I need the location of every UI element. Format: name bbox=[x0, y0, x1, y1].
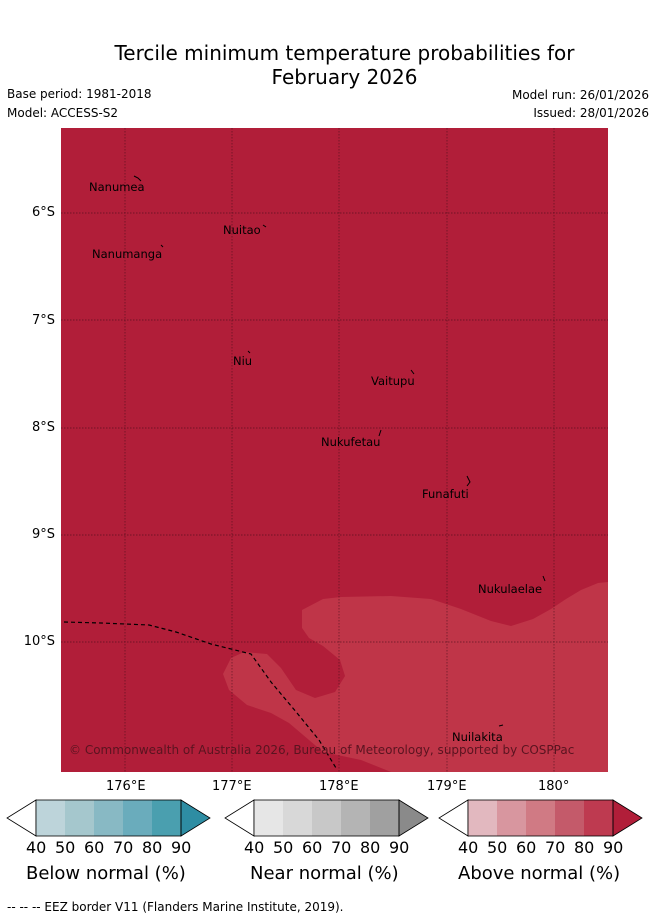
colorbar-tick: 50 bbox=[273, 838, 294, 857]
colorbar-tick: 80 bbox=[360, 838, 381, 857]
colorbar-swatch bbox=[283, 800, 312, 836]
colorbar-above-normal-graphic bbox=[438, 799, 643, 837]
colorbar-tick: 80 bbox=[142, 838, 163, 857]
place-label: Nuilakita bbox=[452, 730, 503, 744]
colorbar-swatch bbox=[123, 800, 152, 836]
colorbar-swatch bbox=[94, 800, 123, 836]
place-label: Niu bbox=[233, 354, 253, 368]
colorbar-tick: 80 bbox=[574, 838, 595, 857]
colorbar-swatch bbox=[341, 800, 370, 836]
colorbar-tick: 40 bbox=[458, 838, 479, 857]
niu-island-icon bbox=[247, 350, 251, 354]
model-run: Model run: 26/01/2026 bbox=[511, 88, 649, 102]
colorbar-tick: 50 bbox=[487, 838, 508, 857]
colorbar-title: Near normal (%) bbox=[250, 863, 399, 884]
colorbar-swatch bbox=[497, 800, 526, 836]
title-line-1: Tercile minimum temperature probabilitie… bbox=[114, 41, 575, 65]
colorbar-swatch bbox=[612, 799, 643, 837]
copyright-notice: © Commonwealth of Australia 2026, Bureau… bbox=[69, 743, 575, 757]
title-line-2: February 2026 bbox=[271, 65, 418, 89]
colorbar-near-normal-graphic bbox=[224, 799, 429, 837]
place-label: Vaitupu bbox=[371, 374, 415, 388]
colorbar-swatch bbox=[468, 800, 497, 836]
colorbar-below-normal bbox=[6, 799, 211, 837]
place-label: Nanumea bbox=[89, 180, 145, 194]
colorbar-below-normal-graphic bbox=[6, 799, 211, 837]
place-label: Funafuti bbox=[422, 487, 469, 501]
place-label: Nukulaelae bbox=[478, 582, 543, 596]
lon-label-178e: 178°E bbox=[319, 779, 359, 794]
place-label: Nuitao bbox=[223, 223, 261, 237]
funafuti-island-icon bbox=[466, 475, 471, 487]
colorbar-swatch bbox=[36, 800, 65, 836]
lon-label-176e: 176°E bbox=[106, 779, 146, 794]
colorbar-swatch bbox=[555, 800, 584, 836]
map-panel[interactable]: Nanumea Nuitao Nanumanga Niu Vaitupu Nuk… bbox=[61, 128, 608, 772]
lon-label-180: 180° bbox=[538, 779, 570, 794]
lon-label-179e: 179°E bbox=[427, 779, 467, 794]
colorbar-tick: 60 bbox=[516, 838, 537, 857]
colorbar-swatch bbox=[370, 800, 399, 836]
nuilakita-island-icon bbox=[498, 724, 504, 727]
colorbar-tick: 70 bbox=[331, 838, 352, 857]
graticule bbox=[61, 128, 608, 772]
base-period: Base period: 1981-2018 bbox=[7, 87, 152, 101]
eez-border-line bbox=[63, 621, 337, 769]
issued-date: Issued: 28/01/2026 bbox=[533, 106, 649, 120]
lat-label-9s: 9°S bbox=[31, 527, 55, 542]
colorbar-tick: 50 bbox=[55, 838, 76, 857]
nanumanga-island-icon bbox=[160, 244, 164, 248]
colorbar-swatch bbox=[224, 799, 255, 837]
colorbar-tick: 70 bbox=[545, 838, 566, 857]
colorbar-title: Above normal (%) bbox=[458, 863, 621, 884]
nukufetau-island-icon bbox=[378, 429, 382, 437]
colorbar-swatch bbox=[180, 799, 211, 837]
lat-label-7s: 7°S bbox=[31, 313, 55, 328]
colorbar-above-normal bbox=[438, 799, 643, 837]
nanumea-island-icon bbox=[133, 175, 142, 182]
colorbar-swatch bbox=[6, 799, 37, 837]
lat-label-10s: 10°S bbox=[23, 634, 55, 649]
lat-label-8s: 8°S bbox=[31, 420, 55, 435]
colorbar-tick: 60 bbox=[302, 838, 323, 857]
colorbar-swatch bbox=[65, 800, 94, 836]
place-label: Nanumanga bbox=[92, 247, 163, 261]
colorbar-swatch bbox=[438, 799, 469, 837]
lat-label-6s: 6°S bbox=[31, 205, 55, 220]
colorbar-swatch bbox=[312, 800, 341, 836]
colorbar-tick: 90 bbox=[389, 838, 410, 857]
colorbar-tick: 60 bbox=[84, 838, 105, 857]
colorbar-tick: 90 bbox=[171, 838, 192, 857]
colorbar-title: Below normal (%) bbox=[26, 863, 186, 884]
colorbar-near-normal bbox=[224, 799, 429, 837]
colorbar-tick: 90 bbox=[603, 838, 624, 857]
colorbar-swatch bbox=[526, 800, 555, 836]
colorbar-tick: 70 bbox=[113, 838, 134, 857]
nukulaelae-island-icon bbox=[542, 575, 546, 582]
colorbar-tick: 40 bbox=[26, 838, 47, 857]
map-canvas bbox=[61, 128, 608, 772]
place-label: Nukufetau bbox=[321, 435, 381, 449]
island-outlines bbox=[133, 175, 546, 727]
model-name: Model: ACCESS-S2 bbox=[7, 106, 119, 120]
colorbar-tick: 40 bbox=[244, 838, 265, 857]
probability-contour-region bbox=[223, 582, 608, 772]
colorbar-swatch bbox=[584, 800, 613, 836]
colorbar-swatch bbox=[398, 799, 429, 837]
colorbar-swatch bbox=[152, 800, 181, 836]
chart-title: Tercile minimum temperature probabilitie… bbox=[0, 41, 655, 89]
nuitao-island-icon bbox=[262, 224, 267, 228]
colorbar-swatch bbox=[254, 800, 283, 836]
lon-label-177e: 177°E bbox=[212, 779, 252, 794]
vaitupu-island-icon bbox=[410, 369, 415, 375]
eez-border-legend: -- -- -- EEZ border V11 (Flanders Marine… bbox=[7, 900, 344, 914]
